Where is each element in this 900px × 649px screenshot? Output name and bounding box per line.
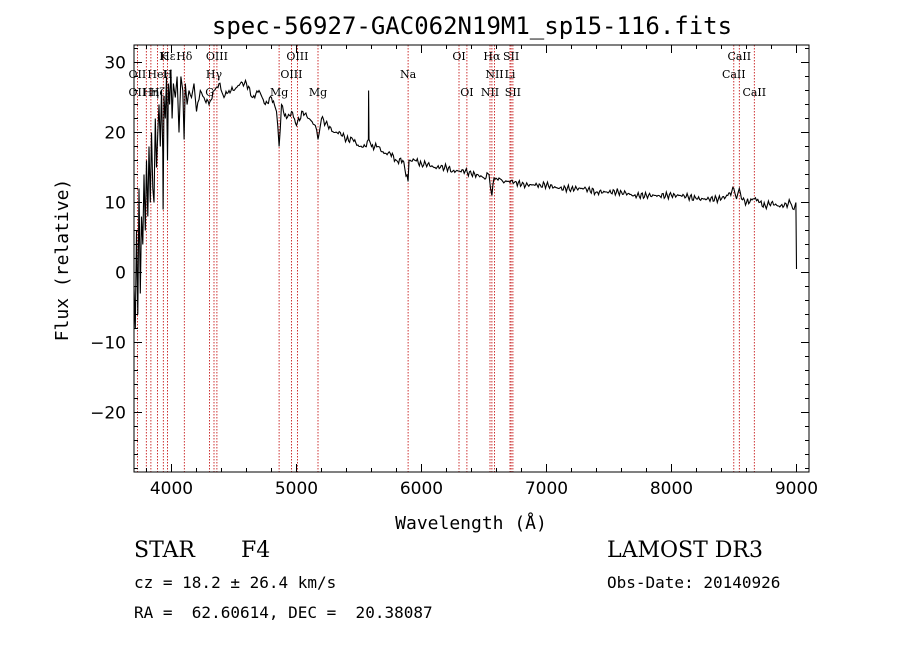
- object-subclass: F4: [241, 538, 271, 563]
- spectrum-line: [133, 69, 798, 329]
- marker-label: HeI: [147, 68, 167, 81]
- y-tick-label: −20: [90, 404, 126, 424]
- marker-label: Hζ: [150, 86, 166, 99]
- marker-label: OII: [129, 86, 147, 99]
- y-tick-label: 30: [104, 54, 126, 74]
- marker-lines: [136, 45, 755, 472]
- object-class: STAR: [134, 538, 195, 563]
- x-tick-label: 7000: [525, 479, 568, 499]
- x-tick-label: 5000: [275, 479, 318, 499]
- marker-label: CaII: [742, 86, 766, 99]
- marker-label: Hγ: [206, 68, 223, 81]
- marker-label: Mg: [309, 86, 327, 99]
- marker-label: OI: [460, 86, 473, 99]
- marker-label: K: [159, 50, 168, 63]
- x-tick-label: 4000: [150, 479, 193, 499]
- survey-label: LAMOST DR3: [607, 538, 763, 563]
- marker-label: NII: [485, 68, 503, 81]
- marker-label: CaII: [727, 50, 751, 63]
- y-tick-label: 10: [104, 194, 126, 214]
- marker-label: H: [163, 68, 173, 81]
- axis-ticks: 4000 5000 6000 7000 8000 9000 −20 −10 0 10 20 30: [90, 45, 818, 499]
- marker-label: OIII: [206, 50, 228, 63]
- marker-label: OII: [129, 68, 147, 81]
- y-tick-label: 0: [115, 264, 126, 284]
- coordinates: RA = 62.60614, DEC = 20.38087: [134, 603, 433, 622]
- marker-label: OIII: [286, 50, 308, 63]
- redshift-velocity: cz = 18.2 ± 26.4 km/s: [134, 573, 337, 592]
- marker-label: Hε: [160, 50, 176, 63]
- marker-label: Hα: [483, 50, 501, 63]
- marker-label: Mg: [270, 86, 288, 99]
- marker-label: OI: [452, 50, 465, 63]
- x-axis-label: Wavelength (Å): [395, 512, 547, 534]
- marker-label: SII: [503, 50, 519, 63]
- marker-label: Na: [400, 68, 417, 81]
- marker-label: Li: [505, 68, 516, 81]
- y-axis-label: Flux (relative): [52, 179, 73, 342]
- x-tick-label: 6000: [400, 479, 443, 499]
- marker-label: G: [205, 86, 214, 99]
- marker-label: Hη: [143, 86, 159, 99]
- y-tick-label: 20: [104, 124, 126, 144]
- marker-label: SII: [505, 86, 521, 99]
- y-tick-label: −10: [90, 334, 126, 354]
- marker-label: OIII: [280, 68, 302, 81]
- x-tick-label: 8000: [650, 479, 693, 499]
- plot-frame: [133, 44, 810, 473]
- marker-label: NII: [481, 86, 499, 99]
- chart-title: spec-56927-GAC062N19M1_sp15-116.fits: [212, 12, 732, 40]
- marker-label: Hδ: [176, 50, 193, 63]
- obs-date: Obs-Date: 20140926: [607, 573, 781, 592]
- marker-label: CaII: [722, 68, 746, 81]
- x-tick-label: 9000: [775, 479, 818, 499]
